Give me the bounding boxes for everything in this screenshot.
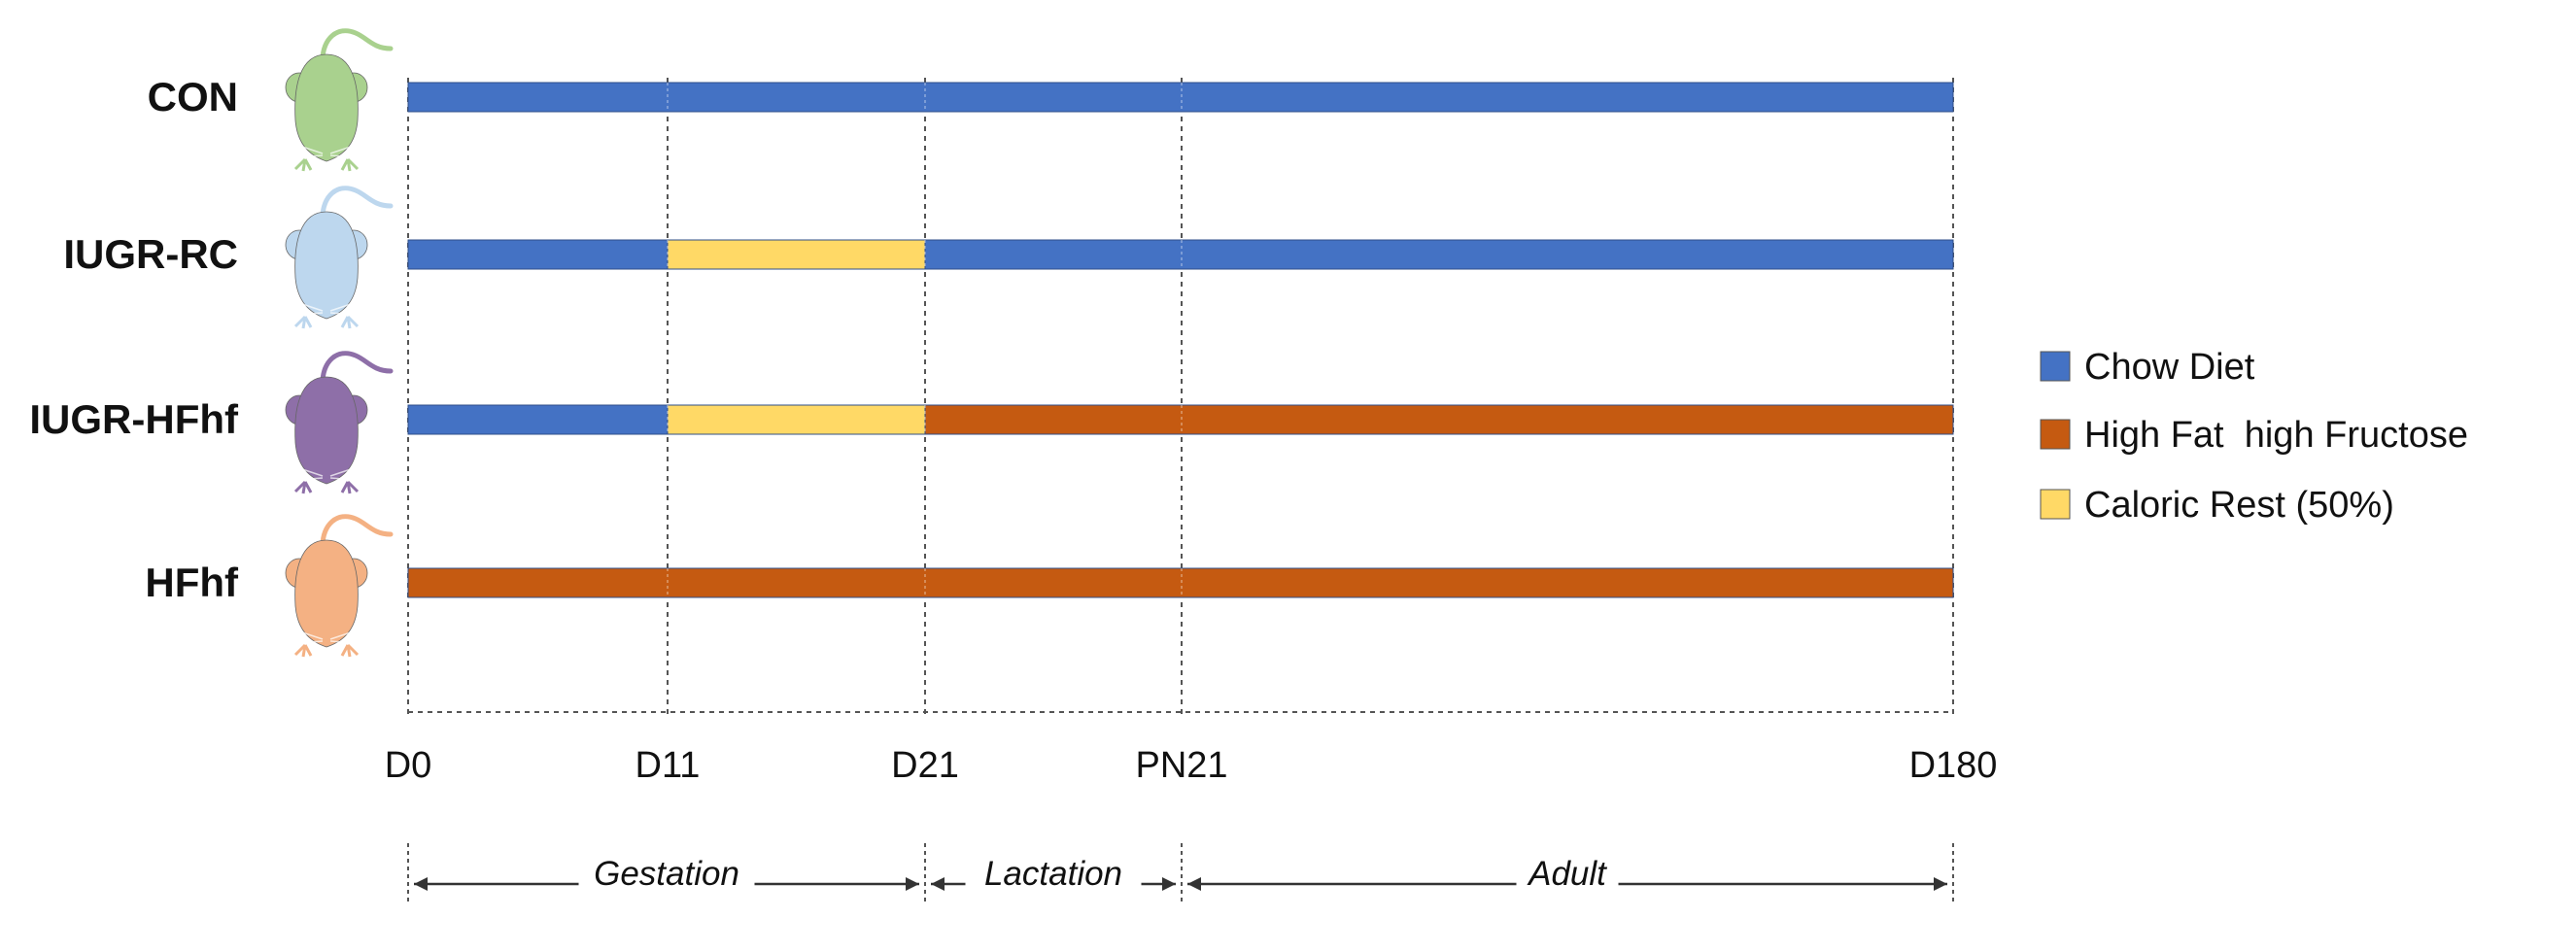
phase-label: Adult (1527, 855, 1607, 893)
legend-swatch (2040, 489, 2071, 520)
timepoint-gridlines (407, 78, 1954, 719)
group-label: IUGR-HFhf (29, 396, 239, 442)
group-row-hfhf: HFhf (145, 517, 1954, 657)
legend-item-hfhf: High Fat high Fructose (2040, 415, 2468, 456)
tick-label: D180 (1909, 745, 1998, 786)
mouse-icon (286, 31, 391, 171)
phase-lactation: Lactation (931, 855, 1176, 893)
bar-segment-chow (407, 82, 1954, 113)
legend-swatch (2040, 351, 2071, 382)
phase-label-bg (1516, 861, 1619, 890)
legend-label: Caloric Rest (50%) (2084, 485, 2394, 526)
group-label: CON (148, 74, 238, 119)
arrow-right-icon (1934, 877, 1947, 891)
group-rows: CON IUGR-RC IUGR-HFhf HFhf (29, 31, 1954, 657)
mouse-icon (286, 188, 391, 328)
bar-segment-caloric (667, 404, 926, 435)
group-row-con: CON (148, 31, 1954, 171)
phase-brackets: Gestation Lactation Adult (407, 843, 1954, 903)
legend-label: Chow Diet (2084, 347, 2255, 388)
group-row-iugr-rc: IUGR-RC (63, 188, 1954, 328)
phase-label-bg (578, 861, 755, 890)
bar-segment-caloric (667, 239, 926, 270)
tick-label: D21 (891, 745, 959, 786)
tick-label: D11 (635, 745, 701, 786)
timepoint-ticks: D0 D11 D21 PN21 D180 (385, 745, 1998, 786)
legend: Chow Diet High Fat high Fructose Caloric R… (2040, 347, 2468, 526)
legend-label: High Fat high Fructose (2084, 415, 2468, 456)
bar-segment-hfhf (924, 404, 1954, 435)
group-label: HFhf (145, 560, 239, 605)
tick-label: D0 (385, 745, 432, 786)
bar-segment-chow (924, 239, 1954, 270)
group-row-iugr-hfhf: IUGR-HFhf (29, 354, 1954, 493)
phase-gestation: Gestation (414, 855, 919, 893)
phase-label-bg (965, 861, 1142, 890)
arrow-right-icon (906, 877, 919, 891)
phase-label: Lactation (984, 855, 1122, 893)
legend-item-chow: Chow Diet (2040, 347, 2255, 388)
phase-adult: Adult (1187, 855, 1947, 893)
mouse-icon (286, 354, 391, 493)
tick-label: PN21 (1135, 745, 1227, 786)
arrow-left-icon (1187, 877, 1201, 891)
legend-item-caloric: Caloric Rest (50%) (2040, 485, 2394, 526)
arrow-left-icon (414, 877, 428, 891)
bar-segment-chow (407, 404, 669, 435)
arrow-right-icon (1162, 877, 1176, 891)
mouse-icon (286, 517, 391, 657)
phase-label: Gestation (594, 855, 739, 893)
bar-segment-chow (407, 239, 669, 270)
group-label: IUGR-RC (63, 231, 238, 277)
bar-segment-hfhf (407, 567, 1954, 598)
legend-swatch (2040, 419, 2071, 450)
arrow-left-icon (931, 877, 945, 891)
